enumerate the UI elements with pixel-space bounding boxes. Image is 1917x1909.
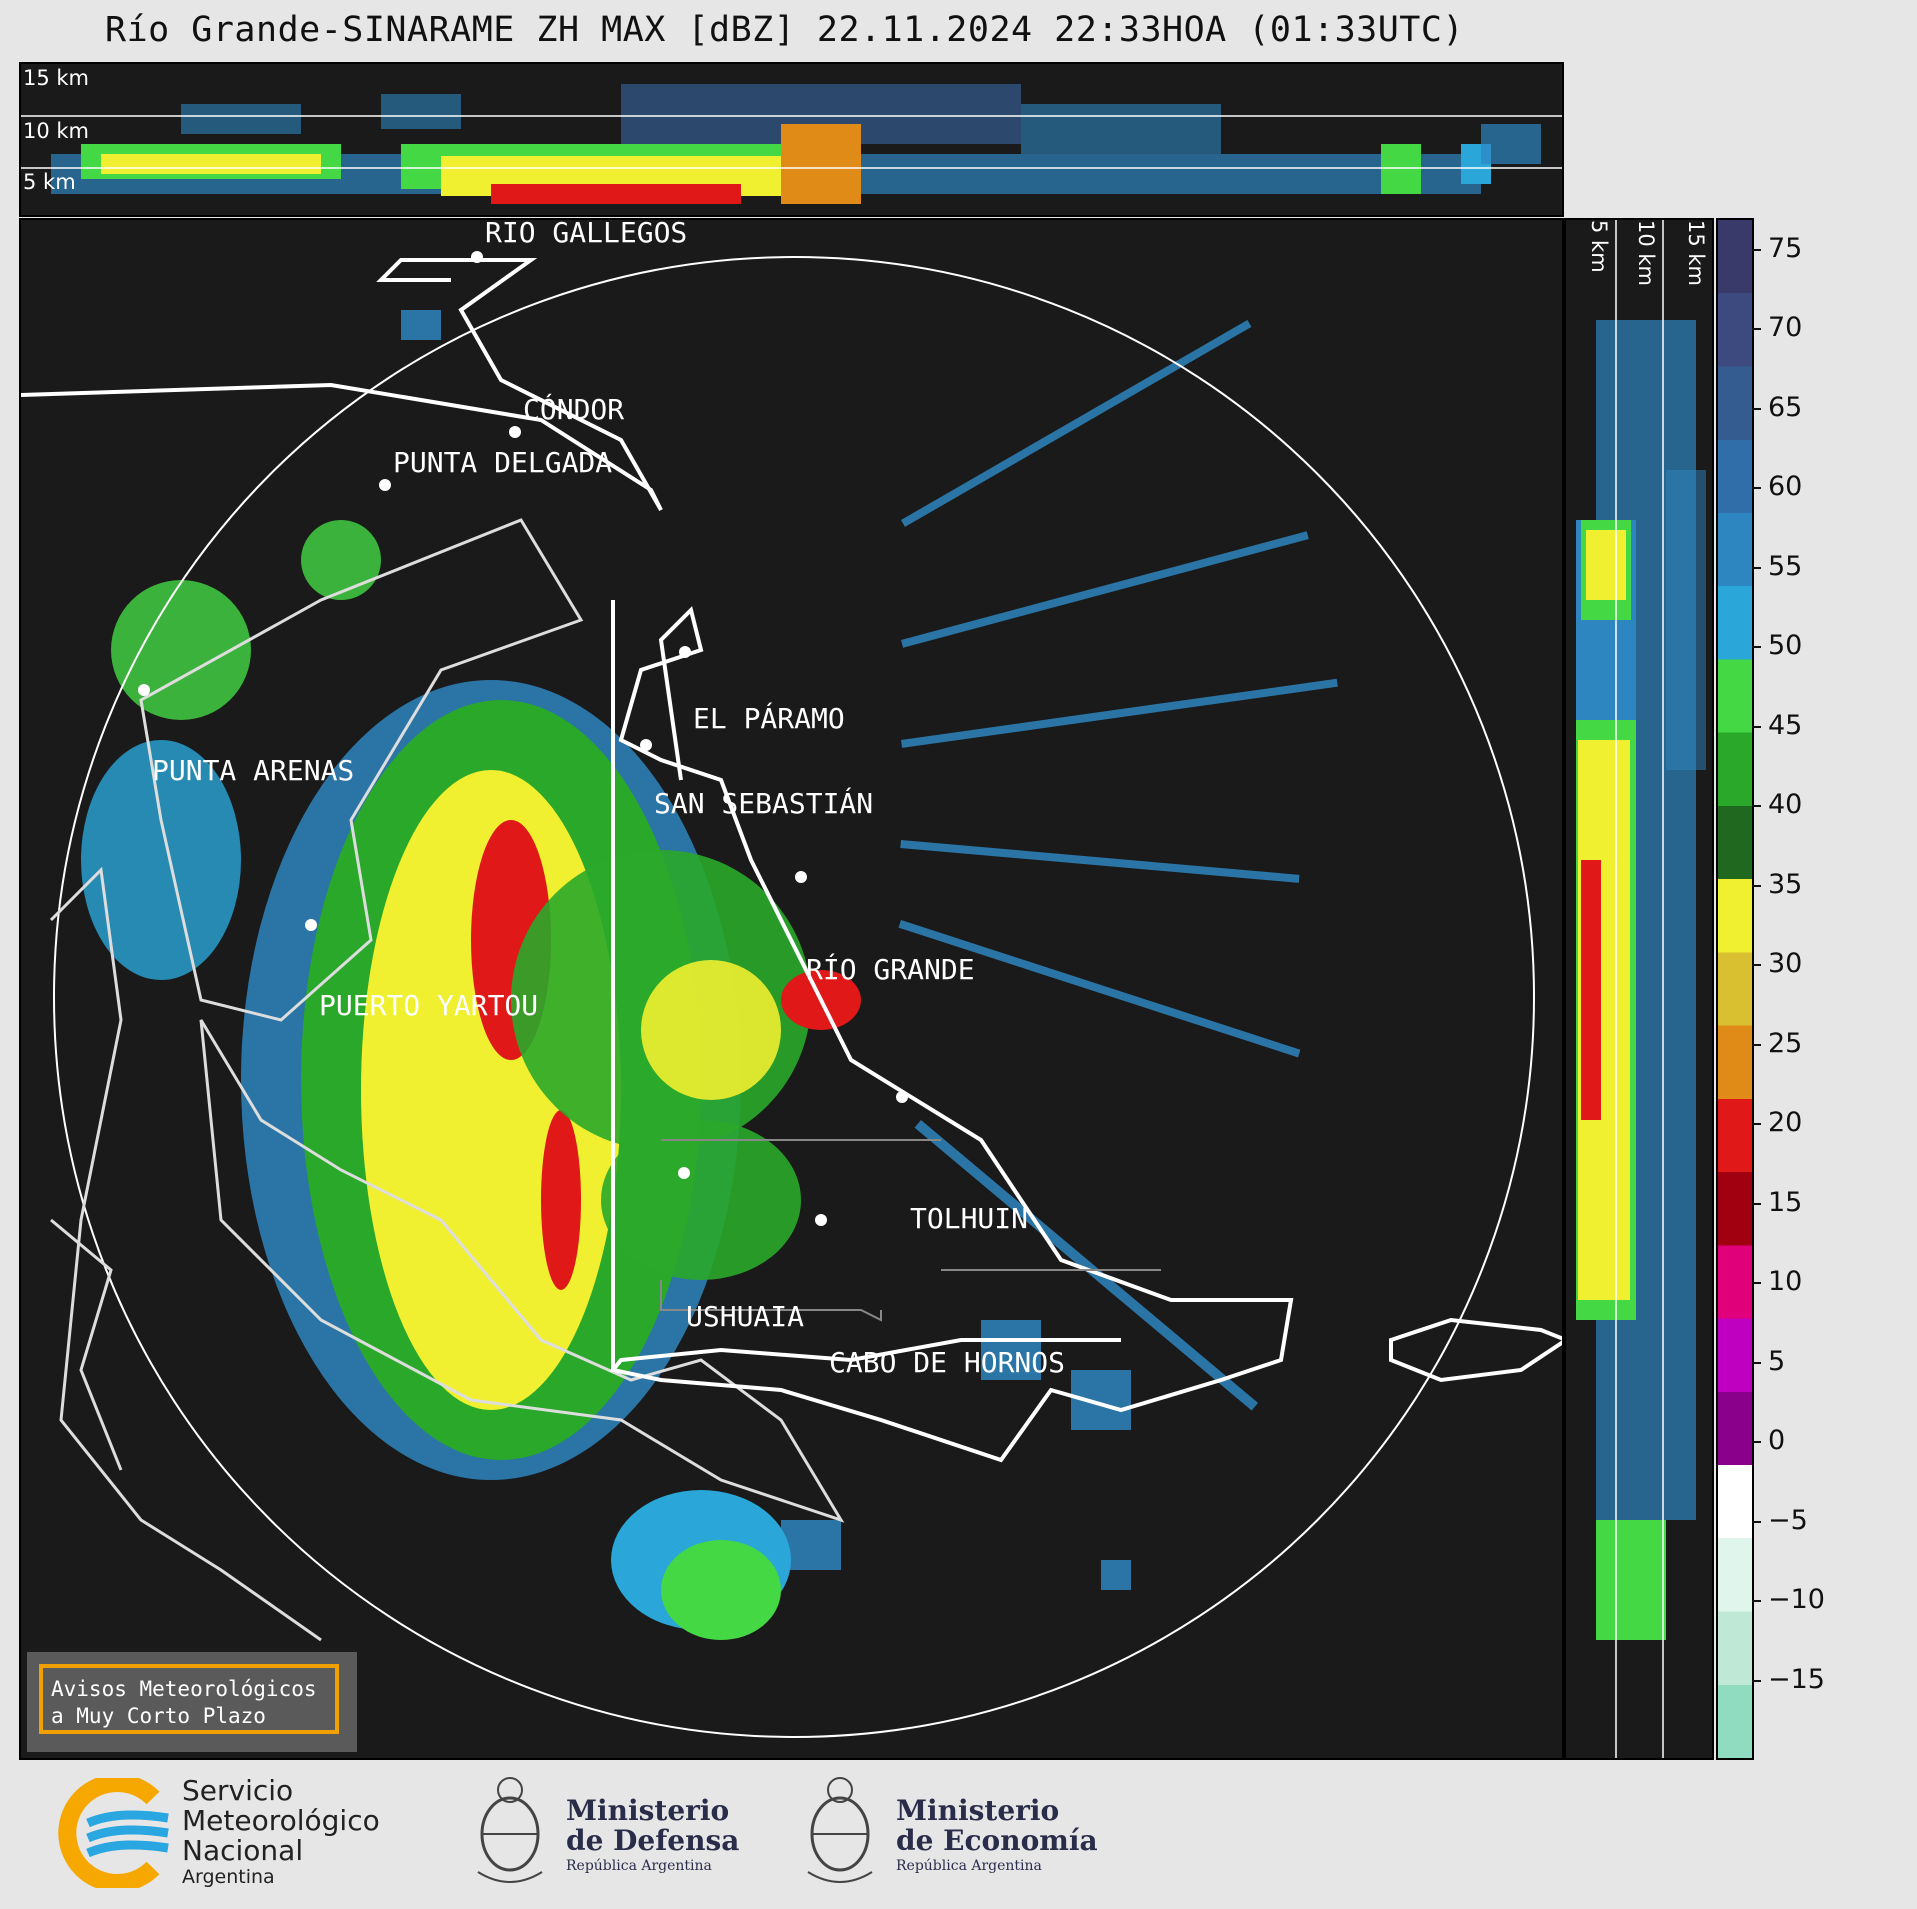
side-height-label-5km: 5 km [1587,220,1611,273]
colorbar-tick-label: 40 [1768,789,1803,821]
page-title: Río Grande-SINARAME ZH MAX [dBZ] 22.11.2… [105,10,1465,50]
location-label: TOLHUIN [910,1202,1028,1235]
colorbar-tick-label: 50 [1768,630,1803,662]
colorbar-tick [1752,1600,1761,1603]
colorbar-tick [1752,248,1761,251]
colorbar-tick-label: 15 [1768,1186,1803,1218]
argentina-coat-of-arms-icon [807,1777,873,1883]
radar-map-canvas: RÍO GALLEGOS CÓNDOR PUNTA DELGADA EL PÁR… [21,220,1562,1738]
location-labels: RÍO GALLEGOS CÓNDOR PUNTA DELGADA EL PÁR… [152,220,1065,1379]
province-lines [660,1139,1161,1322]
location-label: PUNTA ARENAS [152,754,354,787]
colorbar-tick-label: 70 [1768,312,1803,344]
colorbar-tick [1752,328,1761,331]
colorbar-tick [1752,1679,1761,1682]
colorbar-tick [1752,1123,1761,1126]
location-label: CABO DE HORNOS [829,1346,1065,1379]
coastlines [49,518,845,1642]
colorbar-tick-label: 75 [1768,232,1803,264]
colorbar-tick [1752,805,1761,808]
colorbar-tick [1752,964,1761,967]
location-label: PUERTO YARTOU [319,989,538,1022]
top-cross-section-echoes [21,84,1562,204]
colorbar-tick [1752,1202,1761,1205]
height-label-5km: 5 km [23,170,76,194]
defensa-logo-text: Ministerio de Defensa República Argentin… [566,1794,740,1875]
colorbar-tick-label: 60 [1768,471,1803,503]
location-label: USHUAIA [686,1300,804,1333]
colorbar-tick-label: −5 [1768,1504,1808,1536]
colorbar-tick-label: −10 [1768,1584,1825,1616]
colorbar-tick [1752,487,1761,490]
sparse-echoes [401,310,1338,1590]
colorbar-tick-label: 20 [1768,1107,1803,1139]
height-label-10km: 10 km [23,119,90,143]
range-ring [53,256,1535,1738]
colorbar-tick-label: 5 [1768,1345,1786,1377]
colorbar-tick-label: 30 [1768,948,1803,980]
colorbar-tick [1752,1441,1761,1444]
side-height-label-10km: 10 km [1634,220,1658,287]
notice-line-1: Avisos Meteorológicos [51,1677,317,1701]
colorbar-tick-label: 65 [1768,391,1803,423]
argentina-coat-of-arms-icon [477,1777,543,1883]
colorbar-tick [1752,646,1761,649]
location-label: EL PÁRAMO [693,701,845,735]
colorbar-tick [1752,1282,1761,1285]
colorbar [1716,218,1754,1760]
colorbar-tick-label: 0 [1768,1425,1786,1457]
location-markers [138,251,908,1226]
colorbar-tick-label: 45 [1768,709,1803,741]
colorbar-tick-label: 25 [1768,1027,1803,1059]
smn-logo-icon [58,1778,169,1888]
colorbar-tick [1752,1361,1761,1364]
radar-map: RÍO GALLEGOS CÓNDOR PUNTA DELGADA EL PÁR… [19,218,1564,1760]
top-cross-section: 15 km 10 km 5 km [19,62,1564,217]
colorbar-tick-label: 35 [1768,868,1803,900]
location-label: PUNTA DELGADA [393,446,612,479]
height-label-15km: 15 km [23,66,90,90]
colorbar-tick-label: 10 [1768,1266,1803,1298]
colorbar-tick-label: −15 [1768,1663,1825,1695]
smn-logo-text: Servicio Meteorológico Nacional Argentin… [182,1774,380,1889]
economia-logo-text: Ministerio de Economía República Argenti… [896,1794,1098,1875]
side-cross-section-echoes [1576,220,1706,1758]
side-height-label-15km: 15 km [1684,220,1708,287]
colorbar-tick [1752,407,1761,410]
location-label: RÍO GRANDE [806,952,975,986]
borders [21,258,1562,1463]
colorbar-tick-label: 55 [1768,550,1803,582]
colorbar-tick [1752,1043,1761,1046]
storm-echoes [81,520,861,1640]
notice-box: Avisos Meteorológicos a Muy Corto Plazo [27,1652,357,1752]
location-label: SAN SEBASTIÁN [654,786,873,820]
colorbar-tick [1752,884,1761,887]
location-label: RÍO GALLEGOS [485,220,687,249]
colorbar-tick [1752,1520,1761,1523]
location-label: CÓNDOR [523,392,624,426]
side-cross-section: 5 km 10 km 15 km [1564,218,1714,1760]
notice-line-2: a Muy Corto Plazo [51,1704,266,1728]
colorbar-tick [1752,725,1761,728]
colorbar-tick [1752,566,1761,569]
